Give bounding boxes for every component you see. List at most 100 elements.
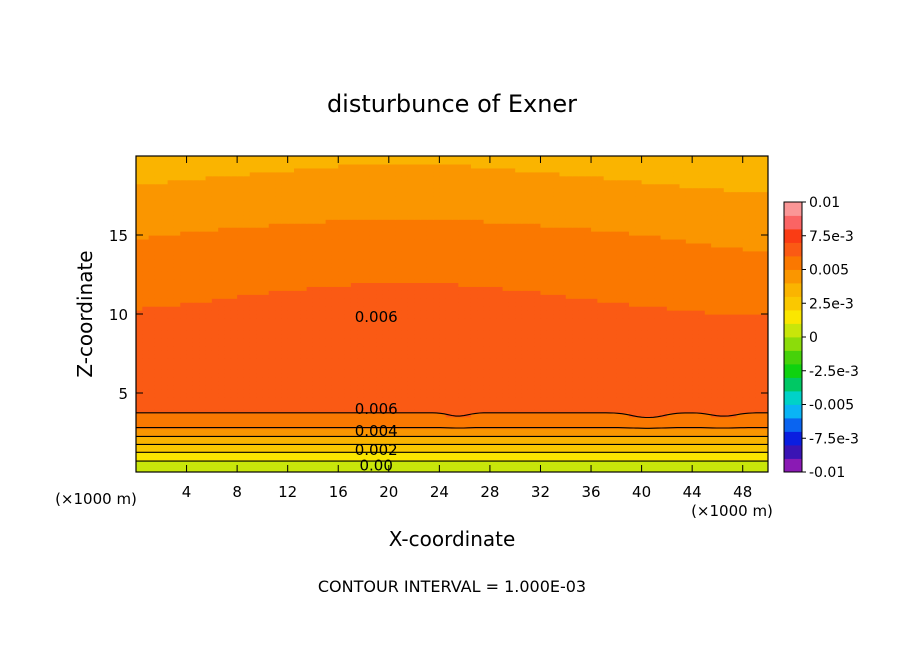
contour-cell [546,306,554,311]
contour-cell [218,274,226,280]
contour-cell [344,337,352,343]
contour-cell [736,302,744,307]
contour-cell [275,349,282,355]
contour-cell [350,393,358,398]
contour-cell [218,298,226,303]
contour-cell [673,282,681,287]
contour-cell [483,468,491,472]
contour-cell [540,432,548,438]
contour-cell [723,377,731,382]
contour-cell [325,468,333,472]
contour-cell [616,290,624,295]
contour-cell [559,404,567,410]
contour-cell [281,377,289,382]
contour-cell [477,464,485,469]
contour-cell [420,396,428,402]
contour-cell [527,286,535,291]
contour-cell [521,317,529,323]
contour-cell [224,353,232,359]
contour-cell [369,337,377,343]
contour-cell [597,385,605,390]
contour-cell [275,440,282,445]
contour-cell [199,381,207,386]
contour-cell [199,310,207,315]
contour-cell [578,337,586,343]
contour-cell [685,448,693,453]
contour-cell [597,337,605,343]
contour-cell [173,440,181,445]
contour-cell [363,294,371,299]
contour-cell [281,353,289,359]
contour-cell [249,381,257,386]
contour-cell [319,298,327,303]
contour-cell [338,440,346,445]
contour-cell [483,456,491,461]
contour-cell [294,412,301,418]
contour-cell [527,341,535,347]
contour-cell [452,337,459,343]
contour-cell [546,341,554,347]
contour-cell [344,369,352,374]
contour-cell [420,464,428,469]
contour-cell [445,302,453,307]
contour-cell [483,321,491,327]
contour-cell [407,333,415,339]
contour-cell [142,294,150,299]
contour-cell [647,310,655,315]
contour-cell [685,333,693,339]
contour-cell [464,452,472,457]
contour-cell [553,436,561,441]
contour-cell [224,408,232,414]
contour-cell [249,369,257,374]
contour-cell [641,365,649,370]
contour-cell [521,341,529,347]
contour-cell [540,290,548,295]
contour-cell [445,345,453,351]
contour-cell [211,385,219,390]
contour-cell [711,314,719,319]
contour-cell [704,306,712,311]
contour-cell [224,464,232,469]
contour-cell [167,464,175,469]
contour-cell [224,321,232,327]
contour-cell [508,428,516,434]
contour-cell [591,385,598,390]
contour-cell [591,317,598,323]
contour-cell [540,286,548,291]
contour-cell [382,345,390,351]
contour-cell [262,290,270,295]
contour-cell [458,341,466,347]
contour-cell [711,444,719,449]
contour-cell [483,325,491,331]
contour-cell [401,317,409,323]
contour-cell [496,345,504,351]
contour-cell [281,369,289,374]
contour-cell [192,464,200,469]
contour-cell [559,286,567,291]
contour-cell [622,302,630,307]
contour-cell [167,428,175,434]
contour-cell [704,329,712,335]
contour-cell [635,448,643,453]
contour-cell [477,404,485,410]
contour-cell [679,389,687,394]
contour-cell [704,396,712,402]
contour-cell [603,460,611,465]
contour-cell [483,302,491,307]
contour-cell [154,294,162,299]
contour-cell [698,444,706,449]
contour-cell [452,317,459,323]
contour-cell [192,278,200,283]
contour-cell [635,424,643,430]
contour-cell [603,393,611,398]
contour-cell [268,460,276,465]
contour-cell [628,396,636,402]
contour-cell [717,369,725,374]
contour-cell [312,357,320,362]
contour-cell [439,333,447,339]
contour-cell [312,408,320,414]
contour-cell [237,452,245,457]
contour-cell [647,428,655,434]
contour-cell [199,349,207,355]
contour-cell [167,424,175,430]
